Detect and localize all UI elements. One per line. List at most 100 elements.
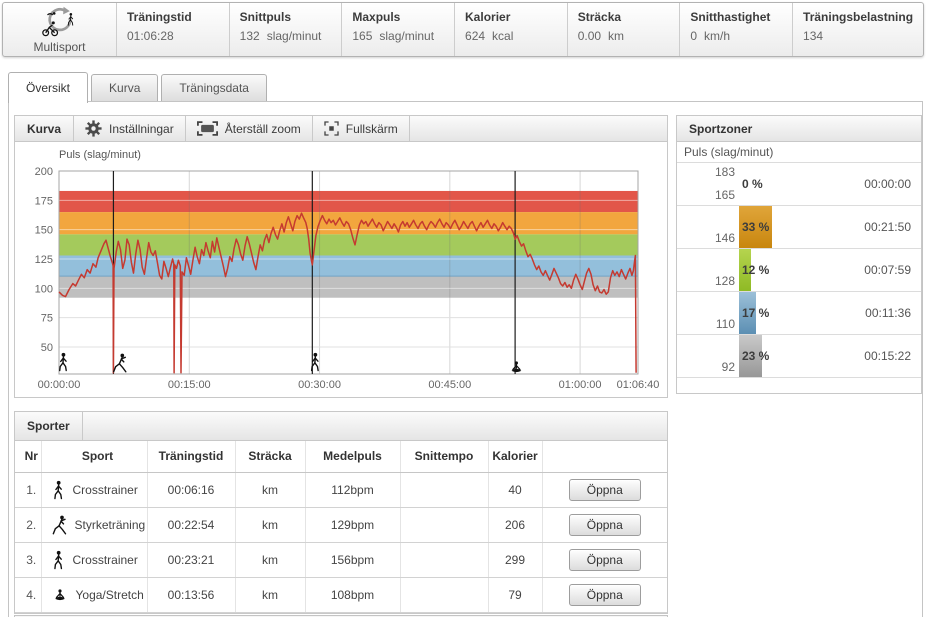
x-axis-tick-label: 00:30:00 xyxy=(298,379,341,391)
sport-name: Yoga/Stretch xyxy=(75,587,144,602)
column-header-träningstid: Träningstid xyxy=(147,441,236,473)
overview-tab-panel: Kurva Inställningar Återställ zoom Fullskä… xyxy=(8,101,923,617)
stat-value: 134 xyxy=(803,29,913,43)
stat-unit: slag/minut xyxy=(379,29,435,43)
open-button[interactable]: Öppna xyxy=(568,548,641,571)
avg-pace xyxy=(400,472,489,508)
stat-value: 0 km/h xyxy=(690,29,782,43)
stat-value: 624 kcal xyxy=(465,29,557,43)
row-number: 4. xyxy=(15,577,42,613)
curve-panel-title: Kurva xyxy=(15,116,75,141)
stat-label: Träningstid xyxy=(127,10,192,24)
distance: km xyxy=(235,542,306,578)
sport-cell: Yoga/Stretch xyxy=(41,577,148,613)
chart-zone-band xyxy=(59,234,638,256)
table-row: 4. Yoga/Stretch 00:13:56 km 108bpm 79 Öppna xyxy=(15,577,667,613)
zone-time: 00:00:00 xyxy=(864,177,911,191)
stat-number: 0.00 xyxy=(577,29,602,43)
tab-träningsdata[interactable]: Träningsdata xyxy=(161,74,267,102)
heart-rate-line xyxy=(58,212,637,374)
tab-kurva[interactable]: Kurva xyxy=(91,74,159,102)
curve-panel: Kurva Inställningar Återställ zoom Fullskä… xyxy=(14,115,668,398)
curve-toolbar: Kurva Inställningar Återställ zoom Fullskä… xyxy=(15,116,667,142)
stat-number: 0 xyxy=(690,29,698,43)
sport-name: Styrketräning xyxy=(74,517,146,532)
avg-heart-rate: 156bpm xyxy=(305,542,401,578)
stat-cell: Snitthastighet 0 km/h xyxy=(679,3,792,56)
walker-icon xyxy=(52,479,65,501)
sport-name: Crosstrainer xyxy=(72,482,138,497)
x-axis-tick-label: 01:00:00 xyxy=(559,379,602,391)
zone-row: 110 17 % 00:11:36 xyxy=(677,292,921,335)
zone-time: 00:15:22 xyxy=(864,349,911,363)
stretcher-icon xyxy=(112,353,127,373)
zone-row: 92 23 % 00:15:22 xyxy=(677,335,921,378)
stat-value: 165 slag/minut xyxy=(352,29,444,43)
zone-upper-bound: 183 xyxy=(714,165,735,179)
toolbar-button-label: Återställ zoom xyxy=(224,121,301,136)
stat-label: Kalorier xyxy=(465,10,511,24)
zone-percent: 12 % xyxy=(742,263,770,277)
sport-cell: Styrketräning xyxy=(41,507,148,543)
open-button[interactable]: Öppna xyxy=(568,478,641,501)
tab-översikt[interactable]: Översikt xyxy=(8,72,89,103)
toolbar-button-fullscreen[interactable]: Fullskärm xyxy=(313,116,410,141)
sports-panel-title: Sporter xyxy=(15,412,83,440)
zone-bar xyxy=(739,249,751,291)
stat-number: 132 xyxy=(239,29,260,43)
row-number: 3. xyxy=(15,542,42,578)
fullscreen-icon xyxy=(324,121,339,136)
stat-label: Sträcka xyxy=(577,10,622,24)
walker-icon xyxy=(52,549,65,571)
y-axis-tick-label: 150 xyxy=(35,225,53,237)
toolbar-button-reset-zoom[interactable]: Återställ zoom xyxy=(186,116,313,141)
sportzones-subtitle: Puls (slag/minut) xyxy=(677,142,921,163)
stat-value: 0.00 km xyxy=(578,29,670,43)
open-button[interactable]: Öppna xyxy=(568,513,641,536)
y-axis-tick-label: 200 xyxy=(35,166,53,178)
sport-name: Crosstrainer xyxy=(72,552,138,567)
column-header-nr: Nr xyxy=(15,441,42,473)
open-button[interactable]: Öppna xyxy=(568,583,641,606)
row-number: 2. xyxy=(15,507,42,543)
table-row: 2. Styrketräning 00:22:54 km 129bpm 206 Öppna xyxy=(15,507,667,543)
avg-heart-rate: 112bpm xyxy=(305,472,401,508)
zone-row: 183 165 0 % 00:00:00 xyxy=(677,163,921,206)
yoga-icon xyxy=(52,589,68,601)
stat-unit: km xyxy=(608,29,625,43)
x-axis-tick-label: 00:15:00 xyxy=(168,379,211,391)
stat-label: Snitthastighet xyxy=(690,10,771,24)
avg-pace xyxy=(400,507,489,543)
calories: 299 xyxy=(488,542,543,578)
column-header-sträcka: Sträcka xyxy=(235,441,306,473)
sport-cell: Crosstrainer xyxy=(41,472,148,508)
stat-unit: km/h xyxy=(704,29,731,43)
table-row: 1. Crosstrainer 00:06:16 km 112bpm 40 Öppna xyxy=(15,472,667,508)
sportzones-header: Sportzoner xyxy=(677,116,921,142)
calories: 79 xyxy=(488,577,543,613)
stat-number: 165 xyxy=(352,29,373,43)
chart-zone-band xyxy=(59,276,638,298)
sport-name-wrap: Yoga/Stretch xyxy=(42,588,147,602)
toolbar-button-gear[interactable]: Inställningar xyxy=(74,116,186,141)
chart-zone-band xyxy=(59,255,638,277)
row-number: 1. xyxy=(15,472,42,508)
sports-panel: Sporter Nr Sport Träningstid Sträcka Medelpu… xyxy=(14,411,668,614)
pulse-chart[interactable]: Puls (slag/minut) 200 175 150 125 100 75 50 00:0… xyxy=(15,142,667,397)
sports-table-head: Nr Sport Träningstid Sträcka Medelpuls Snitte… xyxy=(15,441,667,473)
zone-time: 00:11:36 xyxy=(865,306,911,320)
sports-header: Sporter xyxy=(15,412,667,441)
action-cell: Öppna xyxy=(542,472,667,508)
zone-bar xyxy=(739,335,762,377)
column-header xyxy=(542,441,667,473)
sports-table: Nr Sport Träningstid Sträcka Medelpuls Snitte… xyxy=(15,441,667,613)
zone-lower-bound: 165 xyxy=(714,188,735,202)
action-cell: Öppna xyxy=(542,507,667,543)
stretcher-icon xyxy=(52,515,67,535)
x-axis-tick-label: 00:00:00 xyxy=(38,379,81,391)
sport-name-wrap: Crosstrainer xyxy=(42,479,147,501)
stat-cell: Maxpuls 165 slag/minut xyxy=(341,3,454,56)
avg-pace xyxy=(400,577,489,613)
stat-label: Maxpuls xyxy=(352,10,401,24)
column-header-sport: Sport xyxy=(41,441,148,473)
